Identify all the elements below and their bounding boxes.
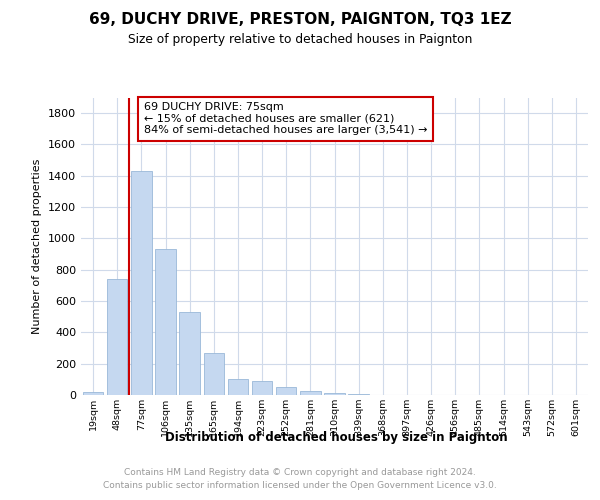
Bar — [107, 279, 127, 395]
Bar — [227, 380, 248, 395]
Text: 69 DUCHY DRIVE: 75sqm
← 15% of detached houses are smaller (621)
84% of semi-det: 69 DUCHY DRIVE: 75sqm ← 15% of detached … — [144, 102, 427, 136]
Bar — [252, 381, 272, 395]
Bar — [276, 387, 296, 395]
Text: 69, DUCHY DRIVE, PRESTON, PAIGNTON, TQ3 1EZ: 69, DUCHY DRIVE, PRESTON, PAIGNTON, TQ3 … — [89, 12, 511, 28]
Bar — [155, 250, 176, 395]
Bar — [179, 312, 200, 395]
Text: Size of property relative to detached houses in Paignton: Size of property relative to detached ho… — [128, 32, 472, 46]
Bar — [300, 391, 320, 395]
Y-axis label: Number of detached properties: Number of detached properties — [32, 158, 43, 334]
Bar — [349, 394, 369, 395]
Bar — [324, 392, 345, 395]
Text: Contains public sector information licensed under the Open Government Licence v3: Contains public sector information licen… — [103, 480, 497, 490]
Bar — [83, 392, 103, 395]
Bar — [131, 171, 152, 395]
Text: Distribution of detached houses by size in Paignton: Distribution of detached houses by size … — [164, 431, 508, 444]
Bar — [203, 352, 224, 395]
Text: Contains HM Land Registry data © Crown copyright and database right 2024.: Contains HM Land Registry data © Crown c… — [124, 468, 476, 477]
